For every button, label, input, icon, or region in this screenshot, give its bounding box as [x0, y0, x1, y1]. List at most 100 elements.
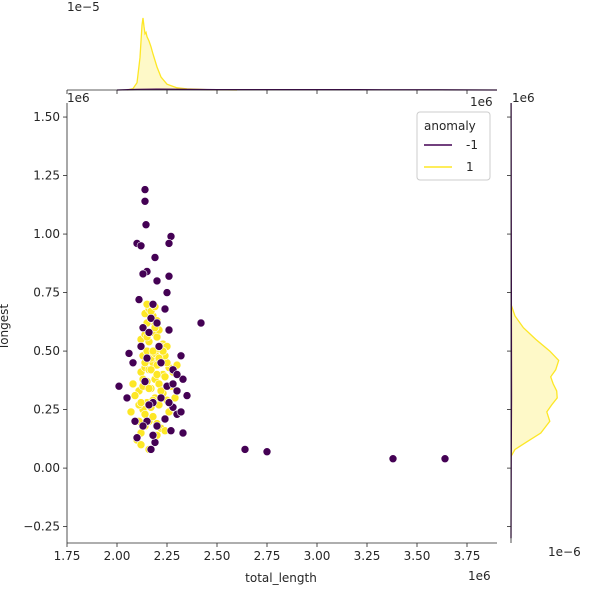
- scatter-point-pos1: [128, 379, 138, 389]
- scatter-point-neg1: [168, 379, 178, 389]
- y-tick-label: 1.00: [33, 227, 60, 241]
- scatter-point-neg1: [138, 323, 148, 333]
- x-offset-text: 1e6: [468, 569, 491, 583]
- scatter-point-neg1: [146, 445, 156, 454]
- scatter-point-neg1: [124, 349, 134, 358]
- right-kde-line-pos1: [510, 304, 560, 457]
- scatter-point-neg1: [152, 318, 162, 328]
- scatter-point-neg1: [140, 185, 150, 194]
- y-axis-label: longest: [0, 304, 11, 349]
- scatter-point-neg1: [182, 391, 192, 400]
- x-tick-label: 1.75: [54, 549, 81, 563]
- scatter-point-neg1: [160, 414, 170, 424]
- scatter-point-neg1: [150, 438, 160, 447]
- x-tick-label: 2.25: [154, 549, 181, 563]
- x-tick-label: 3.25: [354, 549, 381, 563]
- x-tick-label: 2.75: [254, 549, 281, 563]
- scatter-point-pos1: [152, 370, 162, 379]
- scatter-point-neg1: [176, 407, 186, 417]
- scatter-point-neg1: [146, 313, 156, 323]
- x-tick-label: 3.00: [304, 549, 331, 563]
- scatter-point-neg1: [134, 295, 144, 304]
- y-tick-label: 1.50: [33, 110, 60, 124]
- right-marginal-y-offset-text: 1e6: [512, 91, 535, 105]
- scatter-point-pos1: [136, 440, 146, 450]
- scatter-plot-area: [114, 185, 450, 464]
- scatter-point-neg1: [178, 374, 188, 384]
- scatter-point-pos1: [160, 372, 170, 382]
- scatter-point-neg1: [136, 241, 146, 251]
- scatter-point-neg1: [128, 358, 138, 368]
- scatter-point-pos1: [144, 384, 154, 393]
- y-offset-text: 1e6: [67, 91, 90, 105]
- scatter-point-neg1: [162, 288, 172, 297]
- scatter-point-neg1: [178, 428, 188, 438]
- scatter-point-neg1: [164, 239, 174, 248]
- x-tick-label: 3.50: [404, 549, 431, 563]
- scatter-point-pos1: [126, 407, 136, 417]
- x-axis-label: total_length: [245, 571, 317, 585]
- y-tick-label: 0.25: [33, 403, 60, 417]
- scatter-point-neg1: [132, 433, 142, 443]
- scatter-point-neg1: [262, 447, 272, 457]
- scatter-point-neg1: [440, 454, 450, 464]
- legend: anomaly -1 1: [416, 111, 491, 181]
- y-tick-label: 1.25: [33, 169, 60, 183]
- right-marginal-offset-text: 1e−6: [548, 545, 581, 559]
- y-tick-label: 0.75: [33, 286, 60, 300]
- scatter-point-neg1: [164, 271, 174, 281]
- scatter-point-neg1: [152, 276, 162, 286]
- x-offset-text-top: 1e6: [470, 95, 493, 109]
- axes: 1.75 2.00 2.25 2.50 2.75 3.00 3.25 3.50 3.75 −0.2…: [23, 89, 512, 563]
- scatter-point-neg1: [138, 269, 148, 279]
- y-tick-label: −0.25: [23, 520, 60, 534]
- scatter-point-neg1: [164, 325, 174, 335]
- right-marginal-kde: [510, 102, 560, 539]
- scatter-point-neg1: [150, 253, 160, 262]
- scatter-point-neg1: [156, 358, 166, 368]
- scatter-point-neg1: [160, 304, 170, 314]
- scatter-point-pos1: [146, 365, 156, 375]
- x-tick-label: 2.50: [204, 549, 231, 563]
- scatter-point-neg1: [172, 386, 182, 396]
- top-marginal-kde: [116, 17, 498, 91]
- scatter-point-neg1: [140, 197, 150, 206]
- scatter-point-neg1: [152, 421, 162, 431]
- x-tick-label: 3.75: [454, 549, 481, 563]
- legend-frame: [416, 111, 491, 181]
- scatter-point-neg1: [138, 421, 148, 431]
- scatter-point-neg1: [172, 370, 182, 379]
- scatter-point-neg1: [144, 400, 154, 410]
- scatter-point-neg1: [240, 445, 250, 454]
- scatter-point-pos1: [136, 398, 146, 407]
- scatter-point-neg1: [148, 299, 158, 309]
- scatter-point-neg1: [176, 351, 186, 361]
- scatter-point-neg1: [164, 398, 174, 407]
- scatter-point-neg1: [154, 342, 164, 351]
- top-kde-fill-pos1: [127, 18, 237, 90]
- scatter-point-neg1: [136, 342, 146, 351]
- x-tick-label: 2.00: [104, 549, 131, 563]
- scatter-point-pos1: [148, 346, 158, 356]
- scatter-point-neg1: [141, 220, 151, 229]
- y-tick-label: 0.50: [33, 344, 60, 358]
- scatter-point-neg1: [388, 454, 398, 464]
- scatter-point-neg1: [156, 393, 166, 403]
- top-kde-line-pos1: [126, 17, 238, 91]
- scatter-point-neg1: [122, 393, 132, 403]
- scatter-point-neg1: [114, 381, 124, 391]
- top-marginal-offset-text: 1e−5: [67, 0, 100, 14]
- scatter-point-neg1: [144, 328, 154, 337]
- y-tick-label: 0.00: [33, 461, 60, 475]
- scatter-point-neg1: [196, 318, 206, 328]
- scatter-point-neg1: [148, 430, 158, 440]
- legend-label-neg1: -1: [466, 138, 478, 152]
- scatter-point-pos1: [148, 412, 158, 421]
- scatter-point-neg1: [166, 426, 176, 436]
- scatter-point-neg1: [140, 377, 150, 386]
- legend-title: anomaly: [424, 119, 476, 133]
- right-kde-fill-pos1: [511, 304, 559, 457]
- scatter-point-neg1: [130, 416, 140, 426]
- legend-label-1: 1: [466, 160, 474, 174]
